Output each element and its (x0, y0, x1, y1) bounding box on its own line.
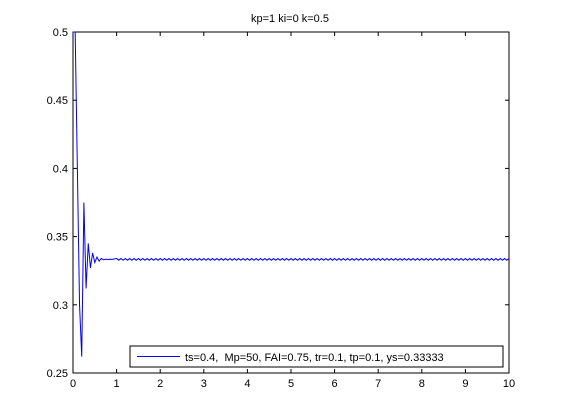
x-tick-label: 0 (70, 378, 76, 390)
x-tick-label: 3 (201, 378, 207, 390)
legend-entry-label: ts=0.4, Mp=50, FAI=0.75, tr=0.1, tp=0.1,… (185, 352, 444, 364)
x-tick-label: 9 (462, 378, 468, 390)
y-tick-label: 0.45 (47, 95, 68, 107)
legend: ts=0.4, Mp=50, FAI=0.75, tr=0.1, tp=0.1,… (129, 345, 504, 368)
y-tick-label: 0.5 (53, 27, 68, 39)
x-tick-label: 6 (332, 378, 338, 390)
x-tick-label: 7 (375, 378, 381, 390)
x-tick-label: 5 (288, 378, 294, 390)
x-tick-label: 1 (114, 378, 120, 390)
y-tick-label: 0.35 (47, 232, 68, 244)
series-layer (73, 31, 510, 357)
ticks-layer: 0 1 2 3 4 5 6 7 8 9 10 0.25 0.3 0.35 0.4 0.45 0.5 (47, 27, 516, 390)
y-tick-label: 0.4 (53, 163, 68, 175)
plot-area (72, 31, 510, 374)
chart-title: kp=1 ki=0 k=0.5 (251, 13, 329, 25)
y-tick-label: 0.3 (53, 300, 68, 312)
series-line-0 (73, 31, 510, 357)
x-tick-label: 2 (157, 378, 163, 390)
legend-box (129, 345, 504, 368)
x-tick-label: 8 (419, 378, 425, 390)
y-tick-label: 0.25 (47, 368, 68, 380)
x-tick-label: 10 (503, 378, 515, 390)
x-tick-label: 4 (244, 378, 250, 390)
